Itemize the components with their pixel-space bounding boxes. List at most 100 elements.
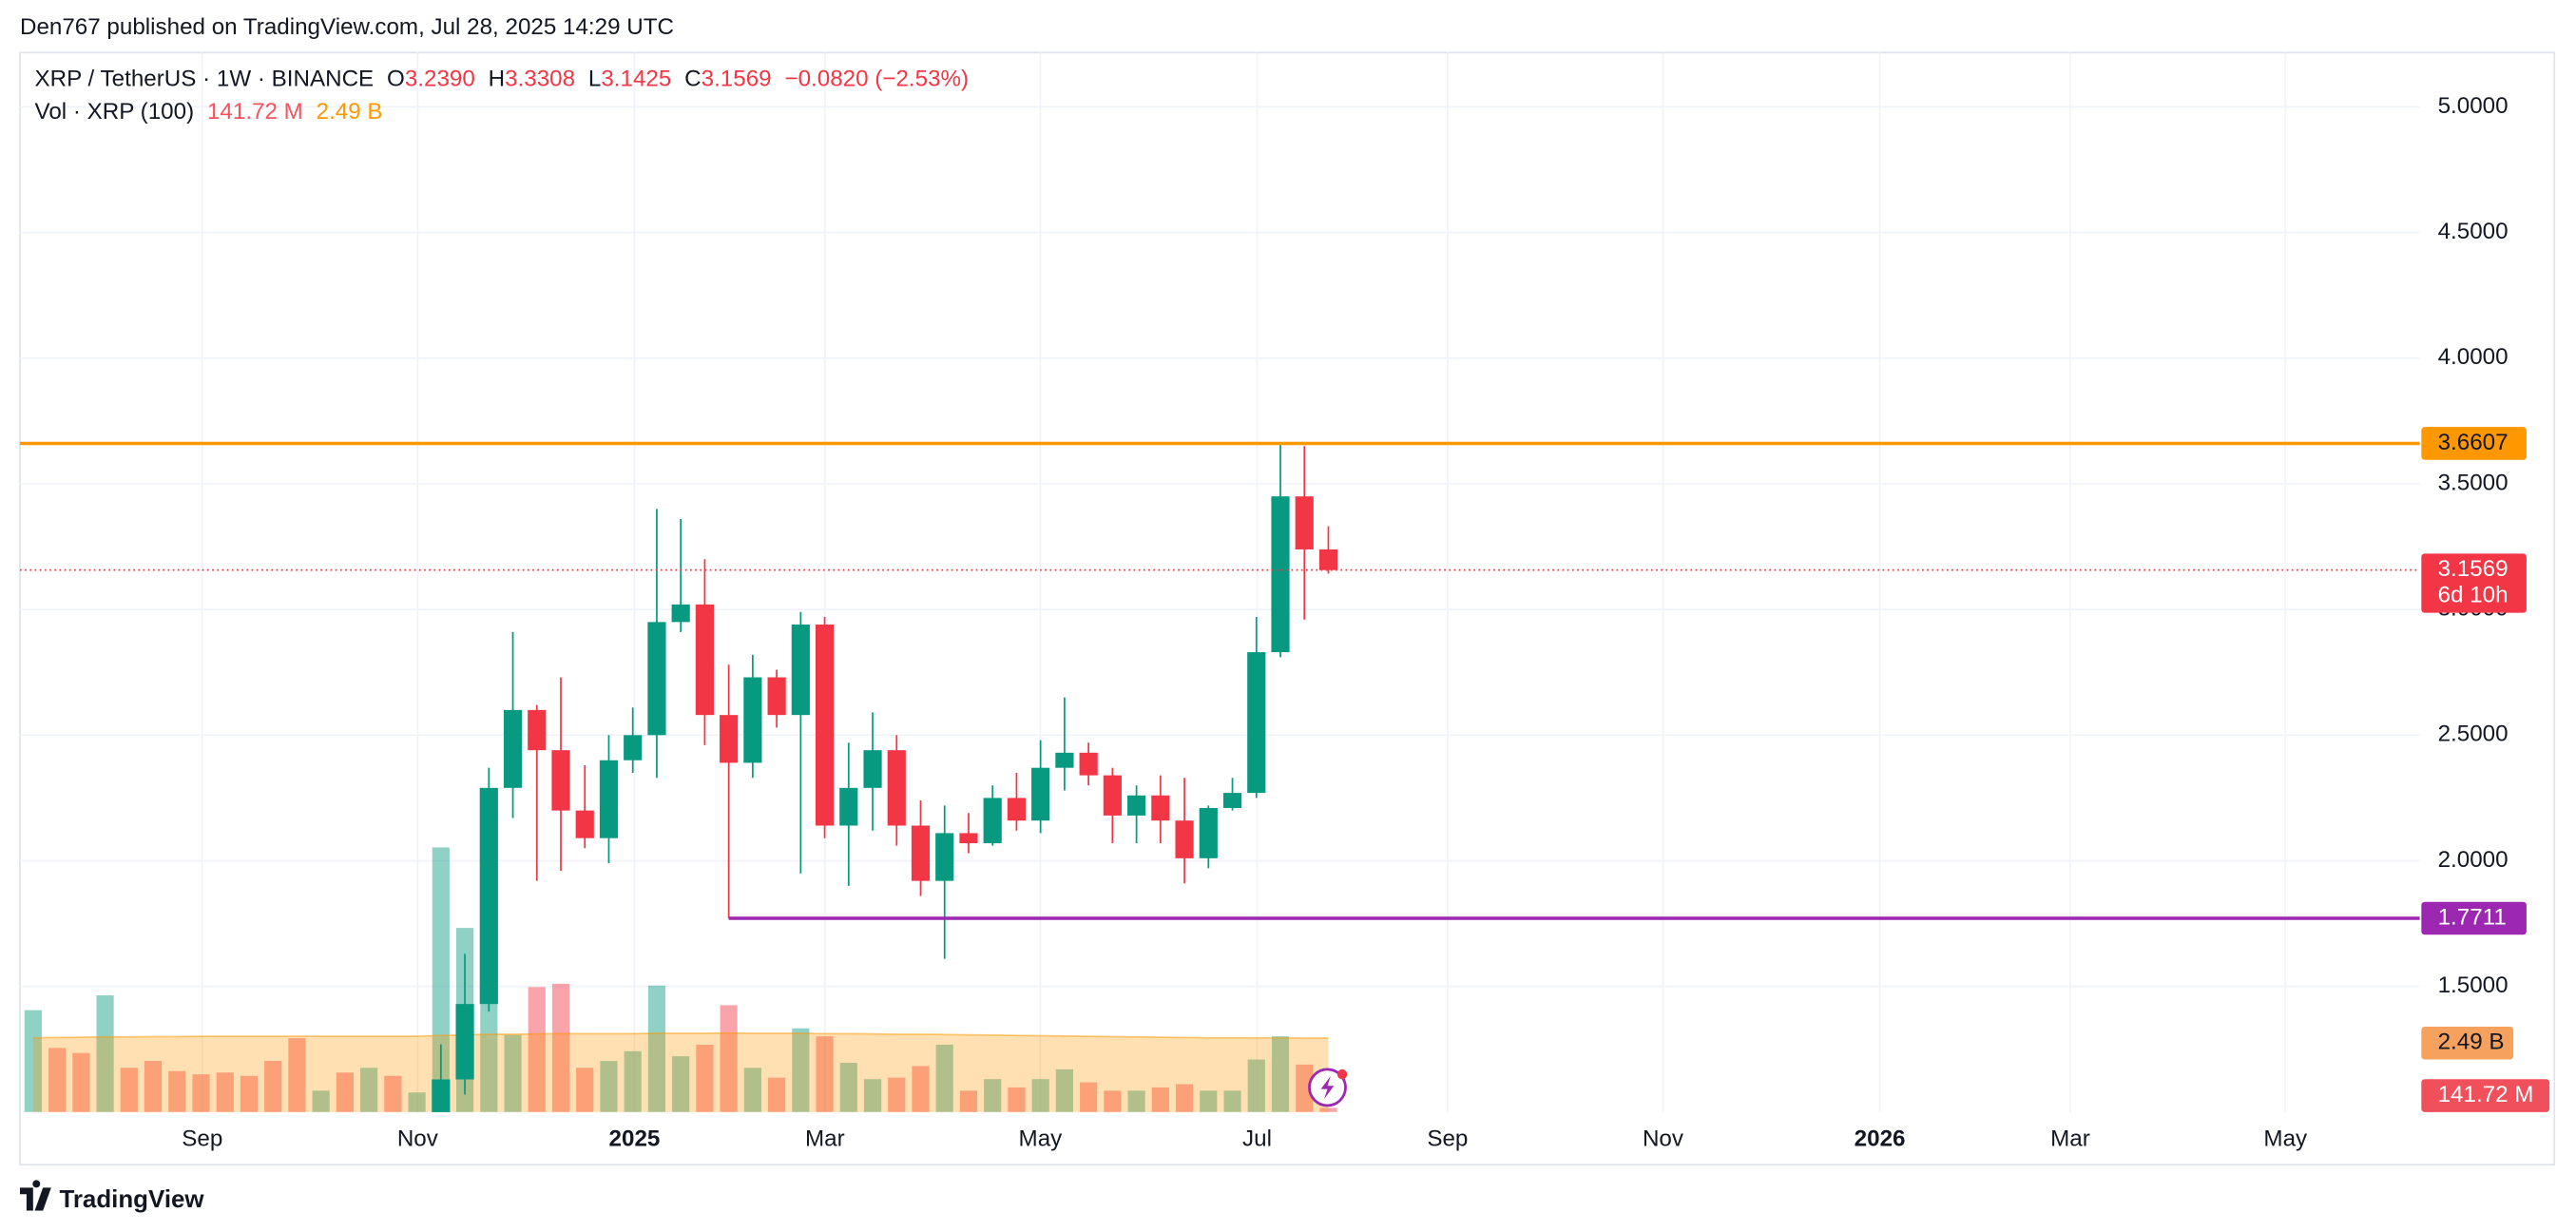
candle-body — [624, 735, 643, 760]
volume-bar — [1296, 1064, 1314, 1112]
volume-bar — [743, 1068, 761, 1112]
volume-bar — [192, 1074, 210, 1112]
volume-bar — [360, 1068, 378, 1112]
volume-bar — [984, 1079, 1002, 1112]
candle-body — [1007, 798, 1027, 821]
y-tick-label: 3.5000 — [2438, 470, 2509, 495]
volume-bar — [120, 1068, 138, 1112]
legend-key: O — [387, 67, 405, 92]
candle-body — [935, 833, 954, 881]
candle-body — [911, 825, 931, 881]
volume-bar — [1031, 1079, 1049, 1112]
volume-bar — [1104, 1090, 1122, 1112]
candle-body — [791, 624, 810, 716]
y-tick-label: 2.5000 — [2438, 722, 2509, 747]
candle-body — [959, 833, 978, 843]
volume-bar — [768, 1077, 786, 1112]
volume-bar — [959, 1090, 978, 1112]
volume-bar — [24, 1010, 42, 1112]
candle-body — [575, 810, 594, 838]
y-tick-label: 5.0000 — [2438, 93, 2509, 119]
header: Den767 published on TradingView.com, Jul… — [20, 14, 674, 40]
volume-bar — [504, 1034, 522, 1112]
volume-last-box — [2421, 1079, 2550, 1112]
volume-bar — [1271, 1036, 1290, 1112]
last-price-box — [2421, 553, 2527, 613]
price-label-box — [2421, 427, 2527, 460]
volume-bar — [696, 1044, 714, 1112]
volume-bar — [240, 1075, 259, 1112]
candle-body — [1127, 795, 1146, 816]
x-tick-label: May — [1019, 1126, 1064, 1152]
footer-brand: TradingView — [59, 1186, 204, 1213]
candle-body — [455, 1004, 474, 1080]
volume-bar — [288, 1038, 306, 1112]
price-label-box — [2421, 901, 2527, 935]
legend-key: C — [684, 67, 701, 92]
candle-body — [839, 787, 858, 826]
volume-legend: Vol · XRP (100) 141.72 M 2.49 B — [35, 100, 383, 125]
countdown-label: 6d 10h — [2438, 583, 2509, 608]
legend-key: H — [489, 67, 505, 92]
legend-value: 3.1425 — [601, 67, 671, 92]
volume-bar — [408, 1092, 426, 1112]
candle-body — [1295, 496, 1314, 549]
candle-body — [1271, 496, 1290, 653]
grid — [19, 52, 2420, 1112]
x-tick-label: Mar — [2050, 1126, 2090, 1152]
candle-body — [1103, 775, 1122, 816]
volume-bar — [888, 1077, 906, 1112]
candle-body — [1175, 820, 1194, 858]
x-tick-label: 2026 — [1855, 1126, 1906, 1152]
y-tick-label: 2.0000 — [2438, 847, 2509, 873]
overlay: 1.50002.00002.50003.00003.50004.00004.50… — [19, 93, 2550, 1152]
volume-bar — [1008, 1087, 1026, 1112]
volume-bar — [720, 1005, 738, 1112]
legend-value: 3.1569 — [702, 67, 772, 92]
candle-body — [647, 622, 666, 736]
volume-bar — [1223, 1090, 1241, 1112]
x-tick-label: Sep — [182, 1126, 222, 1152]
volume-bar — [96, 995, 114, 1112]
plot-area — [24, 443, 1338, 1112]
candle-body — [767, 677, 786, 716]
volume-bar — [1200, 1090, 1218, 1112]
volume-bar — [863, 1079, 882, 1112]
volume-bar — [576, 1068, 594, 1112]
last-price-label: 3.1569 — [2438, 556, 2509, 582]
candle-body — [551, 750, 570, 811]
candle-body — [1199, 807, 1218, 858]
volume-bar — [1151, 1087, 1169, 1112]
legend-value: 3.2390 — [405, 67, 475, 92]
volume-bar — [48, 1048, 67, 1112]
volume-bar — [1319, 1107, 1337, 1112]
candle-body — [479, 787, 498, 1005]
x-tick-label: Sep — [1427, 1126, 1468, 1152]
legend-line: XRP / TetherUS · 1W · BINANCE O3.2390 H3.3… — [35, 67, 970, 92]
volume-bar — [336, 1072, 354, 1112]
candle-body — [743, 677, 762, 763]
volume-bar — [1175, 1084, 1194, 1112]
price-label: 3.6607 — [2438, 430, 2509, 455]
x-tick-label: Jul — [1242, 1126, 1272, 1152]
volume-bar — [1080, 1082, 1098, 1112]
candle-body — [528, 709, 547, 751]
legend-symbol: XRP / TetherUS · 1W · BINANCE — [35, 67, 375, 92]
volume-bar — [672, 1056, 690, 1112]
candle-body — [503, 709, 523, 788]
candle-body — [695, 604, 714, 716]
candle-body — [1247, 652, 1266, 794]
volume-last-label: 141.72 M — [2438, 1082, 2534, 1107]
volume-bar — [312, 1090, 330, 1112]
volume-bar — [528, 987, 546, 1112]
candle-body — [887, 750, 906, 826]
candle-body — [1222, 793, 1242, 808]
volume-title: Vol · XRP (100) — [35, 100, 195, 125]
volume-bar — [551, 983, 570, 1112]
candle-body — [815, 624, 835, 826]
x-tick-label: Mar — [805, 1126, 845, 1152]
volume-bar — [839, 1062, 857, 1112]
volume-bar — [264, 1061, 282, 1112]
candle-body — [983, 798, 1002, 843]
